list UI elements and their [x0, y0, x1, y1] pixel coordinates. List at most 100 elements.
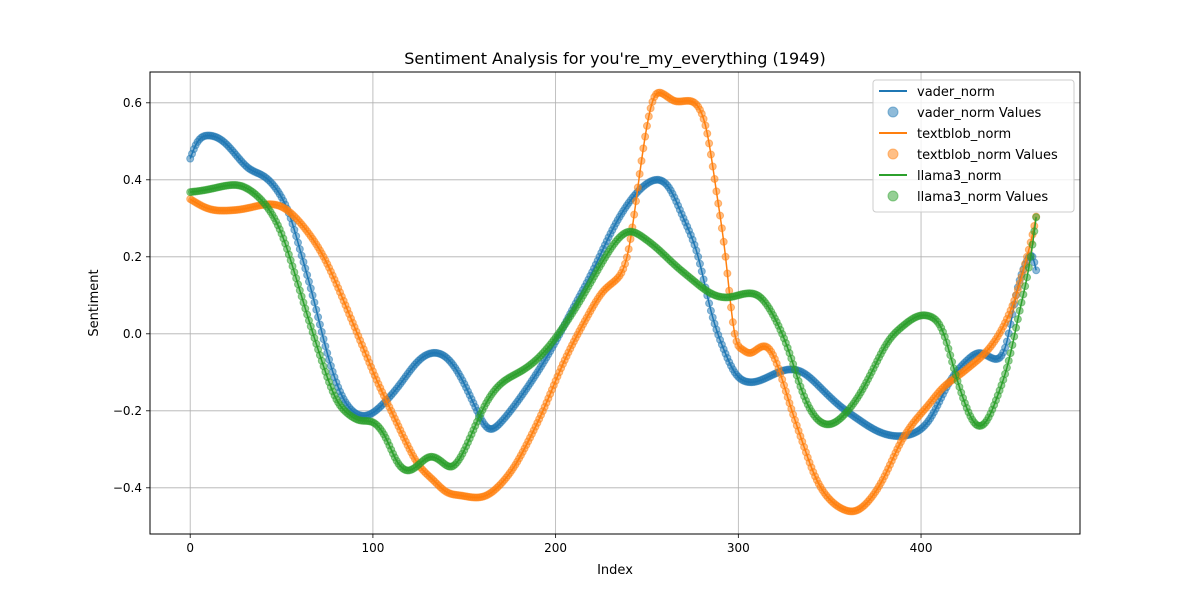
data-point-llama3_norm	[1026, 252, 1035, 261]
x-tick-label: 300	[727, 541, 750, 555]
data-point-llama3_norm	[1002, 363, 1011, 372]
data-point-vader_norm	[694, 252, 703, 261]
data-point-textblob_norm	[719, 237, 728, 246]
data-point-vader_norm	[706, 306, 715, 315]
data-point-vader_norm	[299, 258, 308, 267]
data-point-textblob_norm	[717, 224, 726, 233]
data-point-llama3_norm	[949, 364, 958, 373]
legend-llama-marker-swatch	[887, 190, 899, 202]
data-point-textblob_norm	[639, 144, 648, 153]
data-point-textblob_norm	[622, 253, 631, 262]
data-point-textblob_norm	[637, 156, 646, 165]
legend-vader-marker-swatch	[887, 106, 899, 118]
data-point-llama3_norm	[1023, 273, 1032, 282]
legend-textblob-line-label: textblob_norm	[917, 127, 1011, 142]
legend-llama-points-label: llama3_norm Values	[917, 190, 1048, 205]
data-point-textblob_norm	[624, 245, 633, 254]
data-point-textblob_norm	[635, 169, 644, 178]
y-tick-label: −0.4	[113, 481, 142, 495]
data-point-textblob_norm	[703, 129, 712, 138]
data-point-textblob_norm	[706, 150, 715, 159]
data-point-vader_norm	[695, 259, 704, 268]
data-point-vader_norm	[308, 291, 317, 300]
data-point-textblob_norm	[716, 211, 725, 220]
data-point-textblob_norm	[728, 318, 737, 327]
y-tick-label: −0.2	[113, 404, 142, 418]
data-point-vader_norm	[297, 251, 306, 260]
series-textblob_norm	[186, 88, 1041, 516]
data-point-llama3_norm	[944, 344, 953, 353]
data-point-textblob_norm	[701, 121, 710, 130]
series-llama3_norm	[186, 180, 1041, 475]
data-point-vader_norm	[323, 349, 332, 358]
data-point-vader_norm	[304, 277, 313, 286]
data-point-vader_norm	[315, 320, 324, 329]
data-point-textblob_norm	[705, 139, 714, 148]
data-point-vader_norm	[697, 267, 706, 276]
data-point-vader_norm	[1030, 258, 1039, 267]
data-point-textblob_norm	[730, 329, 739, 338]
data-point-llama3_norm	[1008, 340, 1017, 349]
data-point-textblob_norm	[632, 197, 641, 206]
legend-vader-points-label: vader_norm Values	[917, 106, 1042, 121]
data-point-llama3_norm	[1015, 306, 1024, 315]
data-point-llama3_norm	[1032, 213, 1041, 222]
y-axis-label: Sentiment	[87, 269, 102, 336]
data-point-vader_norm	[321, 342, 330, 351]
chart-title: Sentiment Analysis for you're_my_everyth…	[404, 49, 825, 69]
plot-frame	[149, 71, 1081, 535]
legend-textblob-marker-swatch	[887, 148, 899, 160]
legend-box	[872, 79, 1075, 213]
data-point-llama3_norm	[1024, 263, 1033, 272]
data-point-vader_norm	[306, 284, 315, 293]
data-point-llama3_norm	[1012, 323, 1021, 332]
data-point-textblob_norm	[721, 252, 730, 261]
data-point-llama3_norm	[1010, 332, 1019, 341]
data-point-llama3_norm	[946, 351, 955, 360]
data-point-llama3_norm	[948, 357, 957, 366]
data-point-textblob_norm	[626, 234, 635, 243]
data-point-textblob_norm	[699, 114, 708, 123]
data-point-vader_norm	[317, 327, 326, 336]
data-point-textblob_norm	[646, 104, 655, 113]
y-tick-label: 0.6	[123, 96, 142, 110]
data-point-textblob_norm	[641, 132, 650, 141]
x-tick-label: 400	[910, 541, 933, 555]
series-layer	[186, 88, 1041, 516]
data-point-llama3_norm	[1017, 298, 1026, 307]
data-point-vader_norm	[312, 305, 321, 314]
data-point-textblob_norm	[710, 174, 719, 183]
data-point-vader_norm	[301, 264, 310, 273]
data-point-vader_norm	[310, 298, 319, 307]
legend-llama-line-label: llama3_norm	[917, 169, 1002, 184]
x-tick-label: 200	[544, 541, 567, 555]
data-point-llama3_norm	[1030, 227, 1039, 236]
data-point-llama3_norm	[1019, 290, 1028, 299]
data-point-vader_norm	[295, 245, 304, 254]
data-point-llama3_norm	[1028, 240, 1037, 249]
data-point-llama3_norm	[1013, 315, 1022, 324]
x-tick-label: 0	[186, 541, 194, 555]
data-point-vader_norm	[1032, 266, 1041, 275]
data-point-textblob_norm	[714, 199, 723, 208]
data-point-llama3_norm	[1021, 282, 1030, 291]
legend-vader-line-label: vader_norm	[917, 85, 995, 100]
data-point-textblob_norm	[642, 121, 651, 130]
data-point-vader_norm	[705, 299, 714, 308]
legend-textblob-points-label: textblob_norm Values	[917, 148, 1058, 163]
data-point-vader_norm	[314, 313, 323, 322]
x-tick-label: 100	[361, 541, 384, 555]
data-point-textblob_norm	[723, 269, 732, 278]
data-point-llama3_norm	[1006, 349, 1015, 358]
legend: vader_norm vader_norm Values textblob_no…	[872, 79, 1075, 213]
data-point-llama3_norm	[1004, 356, 1013, 365]
data-point-vader_norm	[1002, 337, 1011, 346]
data-point-textblob_norm	[630, 210, 639, 219]
data-point-textblob_norm	[644, 112, 653, 121]
y-tick-label: 0.2	[123, 250, 142, 264]
data-point-vader_norm	[699, 275, 708, 284]
y-tick-label: 0.0	[123, 327, 142, 341]
data-point-vader_norm	[292, 232, 301, 241]
